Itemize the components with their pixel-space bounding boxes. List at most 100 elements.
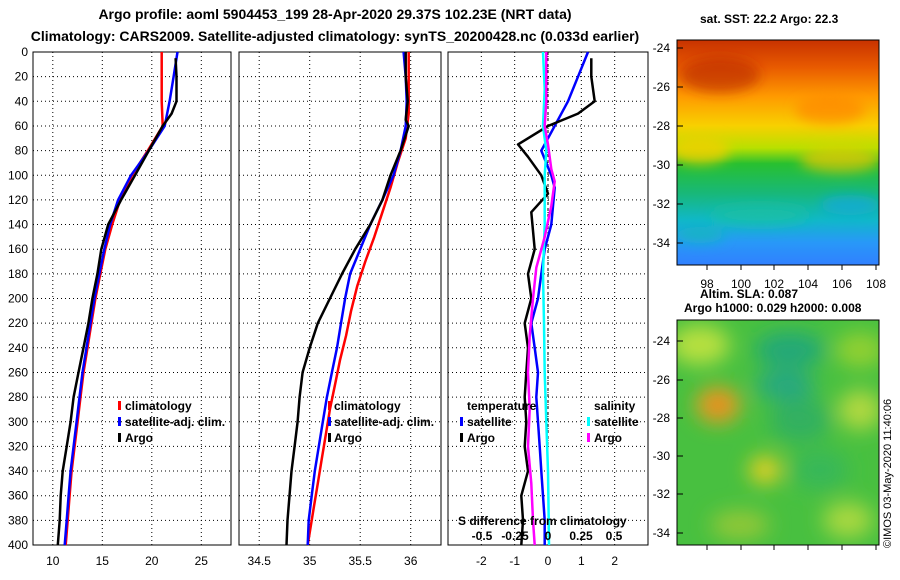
series-line-temperature-satellite <box>530 51 590 545</box>
legend-label-sal-satellite: satellite <box>594 415 639 429</box>
depth-tick-label: 300 <box>8 415 28 429</box>
legend-title-salinity: salinity <box>594 399 636 413</box>
imos-timestamp: ©IMOS 03-May-2020 11:40:06 <box>882 398 894 548</box>
header-line-2: Climatology: CARS2009. Satellite-adjuste… <box>30 28 640 44</box>
header-line-1: Argo profile: aoml 5904453_199 28-Apr-20… <box>98 6 572 22</box>
legend-title-temperature: temperature <box>467 399 537 413</box>
depth-tick-label: 20 <box>15 70 29 84</box>
series-line-climatology <box>306 52 410 546</box>
sst-lat-tick-label: -26 <box>653 80 671 94</box>
legend-label-sal-argo: Argo <box>594 431 622 445</box>
s-difference-tick-label: -0.25 <box>501 529 529 543</box>
series-line-argo <box>285 52 410 546</box>
sst-map-frame <box>676 39 880 266</box>
sst-lon-tick-label: 108 <box>866 277 886 291</box>
sla-lat-tick-label: -30 <box>653 449 671 463</box>
legend-label-satellite-adj: satellite-adj. clim. <box>125 415 225 429</box>
depth-tick-label: 340 <box>8 464 28 478</box>
depth-tick-label: 40 <box>15 94 29 108</box>
x-tick-label: 34.5 <box>248 554 272 568</box>
x-tick-label: 20 <box>145 554 159 568</box>
series-line-argo <box>56 58 178 546</box>
depth-tick-label: 280 <box>8 390 28 404</box>
depth-tick-label: 100 <box>8 168 28 182</box>
legend-swatch-sal-satellite <box>587 417 590 426</box>
series-line-temperature-argo <box>516 58 596 546</box>
series-layer <box>56 51 596 546</box>
depth-tick-label: 320 <box>8 439 28 453</box>
x-tick-label: 36 <box>404 554 418 568</box>
s-difference-tick-label: 0 <box>545 529 552 543</box>
depth-axis-labels: 0 20 40 60 80 100 120 140 160 180 200 220 240 260 280 3… <box>8 45 28 552</box>
sla-map-title-1: Altim. SLA: 0.087 <box>700 287 799 301</box>
legend-swatch-climatology <box>118 401 121 410</box>
legend-label-climatology: climatology <box>125 399 192 413</box>
depth-tick-label: 0 <box>21 45 28 59</box>
x-axis-labels: 10 15 20 25 34.5 35 35.5 36 -2 -1 0 1 2 <box>46 554 618 568</box>
sst-map <box>676 39 880 266</box>
x-tick-label: 2 <box>611 554 618 568</box>
sla-lat-tick-label: -34 <box>653 526 671 540</box>
sst-lat-tick-label: -24 <box>653 41 671 55</box>
series-line-salinity-argo <box>526 52 556 546</box>
depth-tick-label: 140 <box>8 218 28 232</box>
sst-lat-tick-label: -34 <box>653 236 671 250</box>
series-line-satellite-adj-clim- <box>306 51 408 546</box>
depth-tick-label: 200 <box>8 292 28 306</box>
depth-tick-label: 260 <box>8 365 28 379</box>
x-tick-label: 15 <box>96 554 110 568</box>
temperature-legend: climatology satellite-adj. clim. Argo <box>118 399 225 445</box>
sst-lat-tick-label: -32 <box>653 197 671 211</box>
depth-tick-label: 60 <box>15 119 29 133</box>
sst-lon-tick-label: 98 <box>700 277 714 291</box>
legend-label-climatology: climatology <box>334 399 401 413</box>
x-tick-label: 25 <box>195 554 209 568</box>
salinity-legend: climatology satellite-adj. clim. Argo <box>328 399 434 445</box>
legend-swatch-temp-argo <box>460 433 463 442</box>
sla-lat-tick-label: -28 <box>653 411 671 425</box>
depth-tick-label: 120 <box>8 193 28 207</box>
depth-tick-label: 240 <box>8 341 28 355</box>
legend-swatch-satellite-adj <box>328 417 331 426</box>
depth-tick-label: 160 <box>8 242 28 256</box>
depth-tick-label: 400 <box>8 538 28 552</box>
series-line-climatology <box>64 52 164 546</box>
legend-label-temp-satellite: satellite <box>467 415 512 429</box>
sla-lat-tick-label: -32 <box>653 487 671 501</box>
sla-lat-tick-label: -26 <box>653 373 671 387</box>
legend-swatch-climatology <box>328 401 331 410</box>
x-tick-label: 0 <box>545 554 552 568</box>
legend-label-argo: Argo <box>125 431 153 445</box>
legend-label-temp-argo: Argo <box>467 431 495 445</box>
x-tick-label: -2 <box>476 554 487 568</box>
legend-label-satellite-adj: satellite-adj. clim. <box>334 415 434 429</box>
depth-tick-label: 80 <box>15 144 29 158</box>
legend-swatch-satellite-adj <box>118 417 121 426</box>
s-difference-tick-label: -0.5 <box>472 529 493 543</box>
sla-map-frame <box>676 319 880 546</box>
x-tick-label: 35.5 <box>349 554 373 568</box>
x-tick-label: -1 <box>509 554 520 568</box>
depth-tick-label: 360 <box>8 489 28 503</box>
difference-legend-temperature: temperature satellite Argo <box>460 399 537 445</box>
sst-lat-tick-label: -30 <box>653 158 671 172</box>
difference-legend-salinity: salinity satellite Argo <box>587 399 639 445</box>
series-line-salinity-satellite <box>541 51 551 546</box>
sla-map-title-2: Argo h1000: 0.029 h2000: 0.008 <box>684 301 862 315</box>
x-tick-label: 35 <box>303 554 317 568</box>
depth-tick-label: 380 <box>8 513 28 527</box>
sst-lat-tick-label: -28 <box>653 119 671 133</box>
sst-lon-tick-label: 106 <box>832 277 852 291</box>
sst-lon-tick-label: 104 <box>798 277 818 291</box>
x-tick-label: 10 <box>46 554 60 568</box>
sst-lon-tick-label: 102 <box>764 277 784 291</box>
sla-lat-tick-label: -24 <box>653 334 671 348</box>
sst-lon-tick-label: 100 <box>731 277 751 291</box>
s-difference-axis-label: S difference from climatology <box>458 514 627 528</box>
legend-swatch-argo <box>328 433 331 442</box>
s-difference-tick-label: 0.5 <box>606 529 623 543</box>
s-difference-tick-labels: -0.5 -0.25 0 0.25 0.5 <box>472 529 623 543</box>
legend-swatch-sal-argo <box>587 433 590 442</box>
legend-label-argo: Argo <box>334 431 362 445</box>
legend-swatch-temp-satellite <box>460 417 463 426</box>
